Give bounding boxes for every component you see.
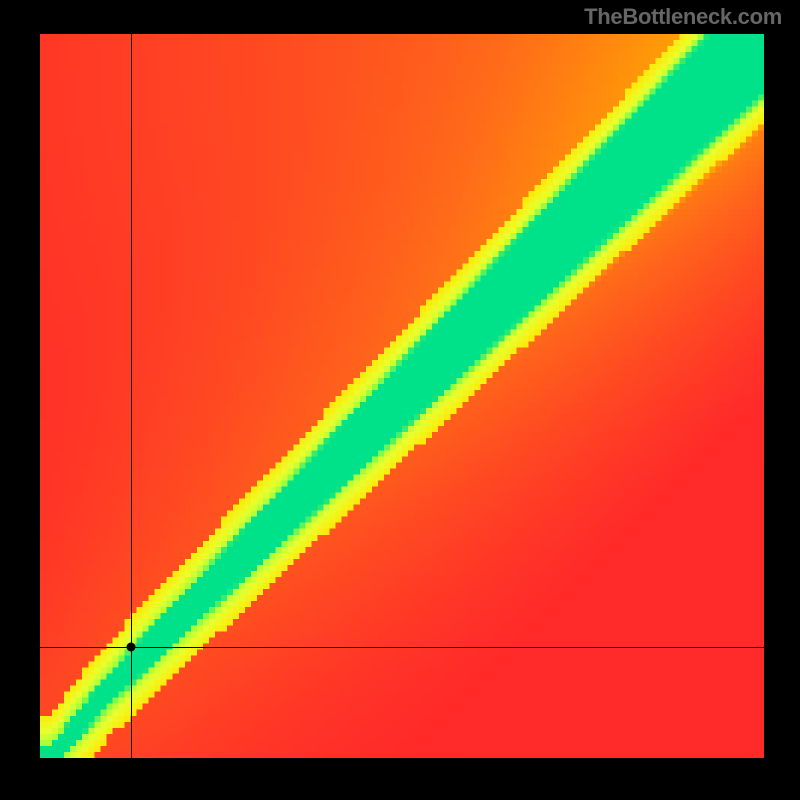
heatmap-canvas (40, 34, 764, 758)
crosshair-marker-dot (127, 643, 136, 652)
crosshair-horizontal-line (40, 647, 764, 648)
heatmap-plot-area (40, 34, 764, 758)
chart-container: TheBottleneck.com (0, 0, 800, 800)
attribution-watermark: TheBottleneck.com (584, 4, 782, 30)
